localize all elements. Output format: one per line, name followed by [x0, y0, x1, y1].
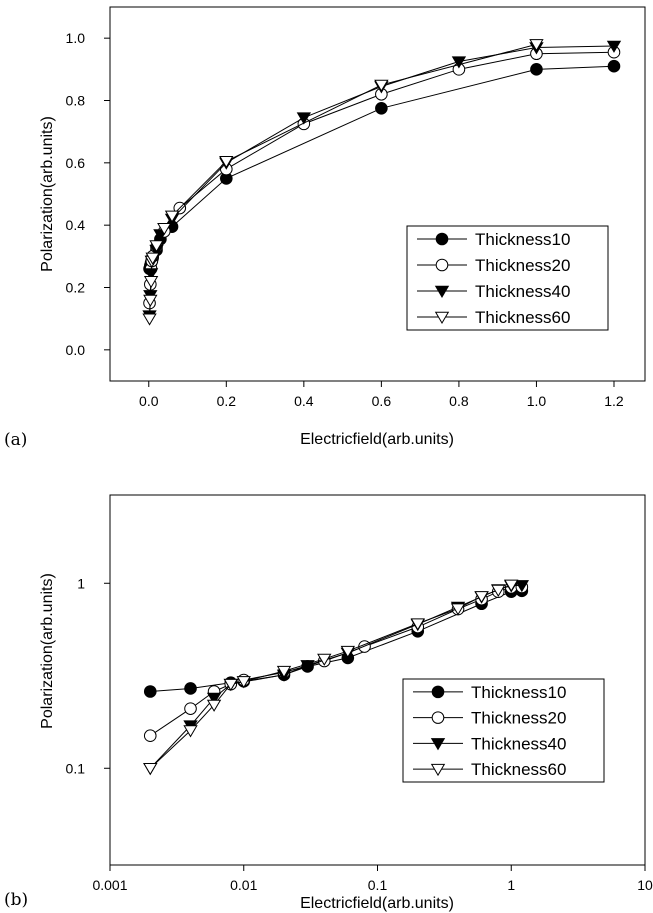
x-tick-label: 0.6: [372, 393, 392, 409]
data-point: [450, 603, 466, 616]
data-point: [530, 63, 543, 76]
data-point: [142, 313, 157, 326]
legend-marker: [431, 685, 445, 699]
panel-a-x-axis-label: Electricfield(arb.units): [300, 431, 454, 448]
legend-marker: [430, 763, 446, 777]
y-tick-label: 0.2: [66, 280, 86, 296]
y-tick-label: 0.1: [66, 760, 86, 776]
x-tick-label: 1: [507, 877, 515, 893]
data-point: [164, 210, 180, 223]
data-point: [206, 699, 222, 712]
panel-a-legend: Thickness10 Thickness20 Thickness40 Thickne…: [406, 225, 609, 331]
series-thickness60: [143, 579, 519, 776]
data-point: [529, 39, 544, 52]
data-point: [451, 56, 467, 69]
legend-label: Thickness10: [475, 230, 570, 249]
data-point: [276, 665, 292, 679]
y-tick-label: 0.4: [66, 217, 86, 233]
legend-marker: [431, 711, 445, 724]
legend-item: Thickness20: [413, 709, 566, 728]
data-point: [143, 763, 158, 776]
x-tick-label: 0.0: [139, 393, 159, 409]
data-point: [504, 579, 519, 592]
legend-item: Thickness10: [417, 230, 570, 249]
y-tick-label: 0.0: [66, 342, 86, 358]
data-point: [606, 40, 622, 53]
data-point: [607, 59, 621, 73]
x-tick-label: 0.001: [92, 877, 127, 893]
x-tick-label: 0.4: [294, 393, 314, 409]
y-tick-label: 1.0: [66, 30, 86, 46]
panel-b-y-axis-label: Polarization(arb.units): [39, 573, 56, 729]
data-point: [219, 156, 234, 169]
panel-b-y-axis: 0.11: [66, 495, 111, 865]
data-point: [143, 729, 157, 742]
legend-item: Thickness40: [413, 734, 566, 753]
y-tick-label: 0.6: [66, 155, 86, 171]
panel-a-series-group: [142, 39, 622, 326]
data-point: [474, 591, 489, 604]
x-tick-label: 10: [637, 877, 653, 893]
legend-marker: [434, 311, 450, 324]
data-point: [491, 584, 506, 597]
panel-a-y-axis-label: Polarization(arb.units): [39, 116, 56, 272]
legend-marker: [434, 285, 450, 298]
legend-item: Thickness60: [413, 760, 566, 779]
data-point: [183, 725, 198, 738]
y-tick-label: 1: [77, 575, 85, 591]
x-tick-label: 0.01: [230, 877, 257, 893]
legend-label: Thickness10: [471, 683, 566, 702]
data-point: [514, 580, 530, 593]
legend-label: Thickness40: [471, 734, 566, 753]
panel-a-chart: 0.0 0.2 0.4 0.6 0.8 1.0 1.2 0.0 0.2 0.4 0.6 0.8 1.0…: [4, 6, 646, 450]
x-tick-label: 1.2: [604, 393, 624, 409]
data-point: [149, 240, 164, 253]
panel-b-x-axis-label: Electricfield(arb.units): [300, 895, 454, 912]
data-point: [143, 685, 157, 698]
series-thickness60: [142, 39, 544, 326]
data-point: [206, 692, 222, 705]
x-tick-label: 1.0: [527, 393, 547, 409]
panel-a-x-axis: 0.0 0.2 0.4 0.6 0.8 1.0 1.2: [110, 380, 645, 409]
data-point: [236, 676, 251, 689]
legend-marker: [435, 232, 449, 246]
data-point: [223, 678, 238, 692]
panel-b-chart: 0.001 0.01 0.1 1 10 0.11 Electricfield(arb.u…: [4, 494, 653, 912]
data-point: [410, 618, 425, 631]
legend-marker: [435, 258, 449, 272]
data-point: [317, 653, 332, 666]
legend-label: Thickness60: [471, 760, 566, 779]
data-point: [184, 702, 197, 715]
legend-label: Thickness20: [475, 256, 570, 275]
data-point: [157, 223, 172, 236]
legend-label: Thickness40: [475, 282, 570, 301]
panel-a-label: (a): [4, 430, 27, 450]
data-point: [184, 682, 197, 695]
panel-b-series-group: [143, 579, 530, 776]
data-point: [143, 294, 158, 307]
panel-a-y-axis: 0.0 0.2 0.4 0.6 0.8 1.0: [66, 7, 111, 381]
panel-b-legend: Thickness10 Thickness20 Thickness40 Thickne…: [402, 678, 605, 783]
panel-b-label: (b): [4, 890, 28, 910]
legend-label: Thickness60: [475, 308, 570, 327]
x-tick-label: 0.8: [449, 393, 469, 409]
data-point: [296, 112, 312, 125]
legend-item: Thickness20: [417, 256, 570, 275]
data-point: [145, 252, 160, 265]
data-point: [374, 79, 389, 92]
y-tick-label: 0.8: [66, 93, 86, 109]
legend-marker: [430, 738, 446, 751]
legend-item: Thickness10: [413, 683, 566, 702]
data-point: [375, 101, 388, 115]
legend-label: Thickness20: [471, 709, 566, 728]
x-tick-label: 0.2: [217, 393, 237, 409]
data-point: [143, 276, 159, 289]
x-tick-label: 0.1: [368, 877, 388, 893]
data-point: [340, 645, 356, 659]
panel-b-x-axis: 0.001 0.01 0.1 1 10: [92, 864, 653, 893]
legend-item: Thickness40: [417, 282, 570, 301]
legend-item: Thickness60: [417, 308, 570, 327]
